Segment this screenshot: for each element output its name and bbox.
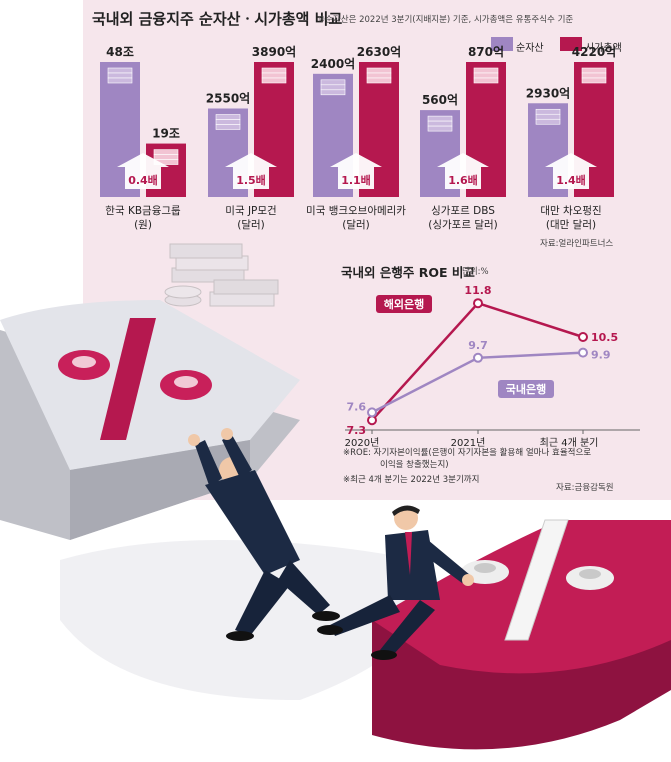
businessman-pushing-figure [188,428,340,641]
bill-stack-icon [473,77,499,84]
roe-note-3: ※최근 4개 분기는 2022년 3분기까지 [343,475,480,485]
category-label: 대만 차오펑진 [540,205,602,217]
value-label-net-assets: 48조 [106,45,134,59]
businessman-pulling-figure [317,505,474,660]
bill-stack-icon [261,72,287,79]
bill-stack-icon [581,77,607,84]
category-label: (싱가포르 달러) [428,219,498,231]
legend-label-net-assets: 순자산 [516,43,544,54]
bill-stack-icon [153,154,179,160]
bill-stack-icon [215,119,241,125]
bill-stack-icon [427,115,453,122]
bill-stack-icon [215,124,241,130]
bill-stack-icon [107,72,133,79]
ratio-label: 1.4배 [556,173,586,187]
ratio-label: 1.5배 [236,173,266,187]
chart-title: 국내외 금융지주 순자산ㆍ시가총액 비교 [92,10,343,28]
value-label-market-cap: 3890억 [252,45,296,59]
category-label: (원) [134,219,152,231]
roe-chart-title: 국내외 은행주 ROE 비교 [341,265,475,280]
category-label: 미국 뱅크오브아메리카 [306,205,406,217]
category-label: (달러) [237,219,265,231]
bill-stack-icon [581,67,607,74]
bill-stack-icon [581,72,607,79]
bill-stack-icon [366,72,392,79]
bill-stack-icon [366,77,392,84]
category-label: 미국 JP모건 [225,205,277,217]
value-label-market-cap: 19조 [152,127,180,141]
chart-note: ※순자산은 2022년 3분기(지배지분) 기준, 시가총액은 유통주식수 기준 [318,15,574,25]
percent-sign-left-icon [58,318,212,440]
value-label-market-cap: 870억 [468,45,504,59]
bill-stack-icon [153,149,179,155]
category-label: 싱가포르 DBS [431,205,495,217]
category-label: 한국 KB금융그룹 [105,205,181,217]
legend-label-market-cap: 시가총액 [585,43,622,54]
roe-note-2: 이익을 창출했는지) [380,460,449,470]
ratio-arrow-icon [437,153,489,189]
ratio-arrow-icon [117,153,169,189]
bar-chart-source: 자료:얼라인파트너스 [540,239,614,249]
roe-note-1: ※ROE: 자기자본이익률(은행이 자기자본을 활용해 얼마나 효율적으로 [343,448,592,458]
value-label-market-cap: 2630억 [357,45,401,59]
roe-chart-unit: 단위:% [462,267,489,277]
bill-stack-icon [535,118,561,125]
document-stack-icon [164,243,279,307]
bill-stack-icon [320,84,346,91]
value-label-net-assets: 2930억 [526,86,570,100]
percent-sign-right-icon [461,519,614,641]
bill-stack-icon [473,67,499,74]
value-label-market-cap: 4220억 [572,45,616,59]
bill-stack-icon [473,72,499,79]
category-label: (대만 달러) [545,219,597,231]
ratio-label: 1.6배 [448,173,478,187]
bill-stack-icon [320,79,346,86]
bill-stack-icon [261,77,287,84]
bill-stack-icon [366,67,392,74]
category-label: (달러) [342,219,370,231]
value-label-net-assets: 560억 [422,93,458,107]
legend-swatch-market-cap [560,37,582,51]
bill-stack-icon [535,108,561,115]
ratio-arrow-icon [545,153,597,189]
bill-stack-icon [261,67,287,74]
bill-stack-icon [535,113,561,120]
roe-chart-source: 자료:금융감독원 [556,483,614,493]
bill-stack-icon [320,89,346,96]
bill-stack-icon [107,67,133,74]
value-label-net-assets: 2550억 [206,92,250,106]
ratio-label: 0.4배 [128,173,158,187]
bill-stack-icon [215,114,241,120]
ratio-arrow-icon [330,153,382,189]
bill-stack-icon [427,120,453,127]
ratio-label: 1.1배 [341,173,371,187]
value-label-net-assets: 2400억 [311,57,355,71]
legend-swatch-net-assets [491,37,513,51]
bill-stack-icon [107,77,133,84]
bill-stack-icon [427,125,453,132]
ratio-arrow-icon [225,153,277,189]
